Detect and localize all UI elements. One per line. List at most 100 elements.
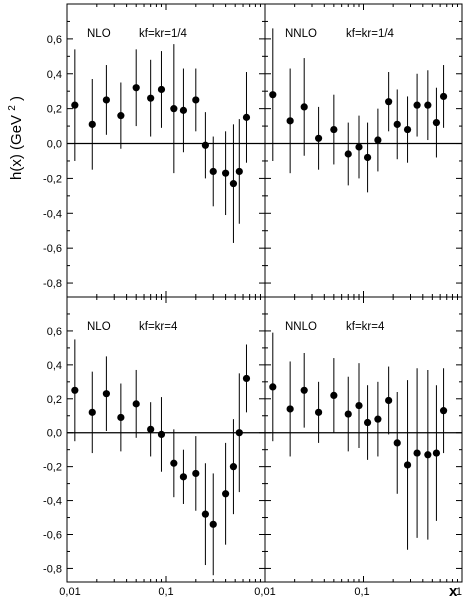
data-point (179, 106, 188, 114)
panel-scale-label: kf=kr=4 (346, 321, 385, 333)
panel-scale-label: kf=kr=4 (139, 321, 178, 333)
data-point (209, 520, 217, 528)
data-point (132, 84, 140, 92)
data-point (170, 105, 178, 113)
x-tick-label: 0,1 (158, 586, 173, 598)
data-point (413, 101, 421, 109)
data-point (314, 134, 323, 142)
data-point (117, 112, 125, 120)
y-tick-label: 0,6 (47, 34, 62, 46)
y-tick-label: 0,2 (47, 104, 62, 116)
y-tick-label: 0,4 (47, 69, 62, 81)
data-point (432, 118, 441, 127)
data-point (147, 425, 155, 433)
data-point (300, 103, 308, 111)
data-point (88, 120, 96, 128)
data-point (413, 449, 421, 457)
data-point (209, 167, 217, 176)
data-point (157, 85, 166, 94)
y-tick-label: 0,6 (47, 326, 62, 338)
y-axis-title-superscript: 2 (7, 105, 18, 111)
data-point (235, 429, 243, 437)
y-tick-label: 0,0 (47, 428, 62, 440)
data-point (269, 91, 277, 99)
y-tick-label: 0,0 (47, 139, 62, 151)
panel-2: NNLO kf=kr=1/4 (264, 3, 463, 298)
panel-order-label: NNLO (285, 321, 317, 333)
data-point (229, 180, 238, 188)
panel-4: NNLO kf=kr=4 (264, 296, 463, 583)
data-point (374, 136, 382, 144)
y-tick-label: -0,6 (43, 243, 62, 255)
y-axis-title: h(x) (GeV 2 ) (2, 96, 25, 180)
data-point (147, 94, 155, 102)
data-point (102, 96, 110, 104)
data-point (192, 96, 200, 104)
data-point (71, 386, 79, 394)
data-point (192, 469, 200, 478)
y-tick-label: -0,2 (43, 462, 62, 474)
data-point (235, 167, 243, 176)
data-point (314, 408, 323, 416)
data-point (170, 459, 178, 467)
y-tick-label: -0,8 (43, 278, 62, 290)
y-tick-label: -0,8 (43, 563, 62, 575)
y-tick-label: -0,6 (43, 530, 62, 542)
y-axis-title-close: ) (8, 96, 25, 101)
panel-order-label: NLO (87, 321, 111, 333)
data-point (432, 449, 441, 457)
panel-frame (264, 3, 463, 298)
data-point (385, 98, 393, 106)
panel-1: 0,6 0,4 0,2 0,0 -0,2 -0,4 -0,6 -0,8 NLO kf=kr=1/4 (43, 3, 266, 298)
data-point (269, 383, 277, 391)
data-point (374, 415, 382, 423)
panel-scale-label: kf=kr=1/4 (346, 28, 395, 40)
data-point (286, 117, 294, 125)
data-point (300, 386, 308, 394)
data-point (201, 510, 209, 518)
panel-order-label: NLO (87, 28, 111, 40)
data-point (201, 141, 209, 149)
data-point (355, 143, 363, 151)
data-point (363, 153, 372, 162)
data-point (403, 125, 412, 134)
data-point (88, 408, 96, 416)
data-point (393, 120, 401, 128)
data-point (102, 390, 110, 398)
data-point (179, 473, 188, 481)
x-axis-title: x (449, 583, 458, 600)
panel-frame (66, 296, 266, 583)
y-tick-label: -0,4 (43, 208, 62, 220)
data-point (229, 463, 238, 471)
data-point (344, 410, 352, 418)
y-tick-label: 0,2 (47, 394, 62, 406)
data-point (344, 150, 352, 158)
data-point (157, 430, 166, 439)
panel-3: 0,6 0,4 0,2 0,0 -0,2 -0,4 -0,6 -0,8 NLO kf=kr=4 (43, 296, 266, 583)
x-tick-label: 0,1 (354, 586, 369, 598)
panel-frame (66, 3, 266, 298)
data-point (355, 401, 363, 410)
data-point (439, 407, 448, 415)
x-tick-label: 0,01 (59, 586, 80, 598)
data-point (393, 439, 401, 447)
data-point (424, 451, 432, 459)
data-point (242, 374, 251, 383)
data-point (363, 418, 372, 427)
panel-frame (264, 296, 463, 583)
data-point (330, 391, 338, 399)
data-point (439, 92, 448, 101)
x-tick-label: 0,01 (254, 586, 275, 598)
data-point (286, 405, 294, 413)
panel-scale-label: kf=kr=1/4 (139, 28, 188, 40)
y-tick-label: -0,2 (43, 173, 62, 185)
y-axis-title-base: h(x) (GeV (8, 115, 25, 180)
data-point (117, 413, 125, 422)
panel-order-label: NNLO (285, 28, 317, 40)
x-tick-label: 1 (456, 586, 462, 598)
data-point (242, 113, 251, 121)
data-point (132, 400, 140, 408)
data-point (222, 490, 230, 498)
data-point (403, 461, 412, 469)
